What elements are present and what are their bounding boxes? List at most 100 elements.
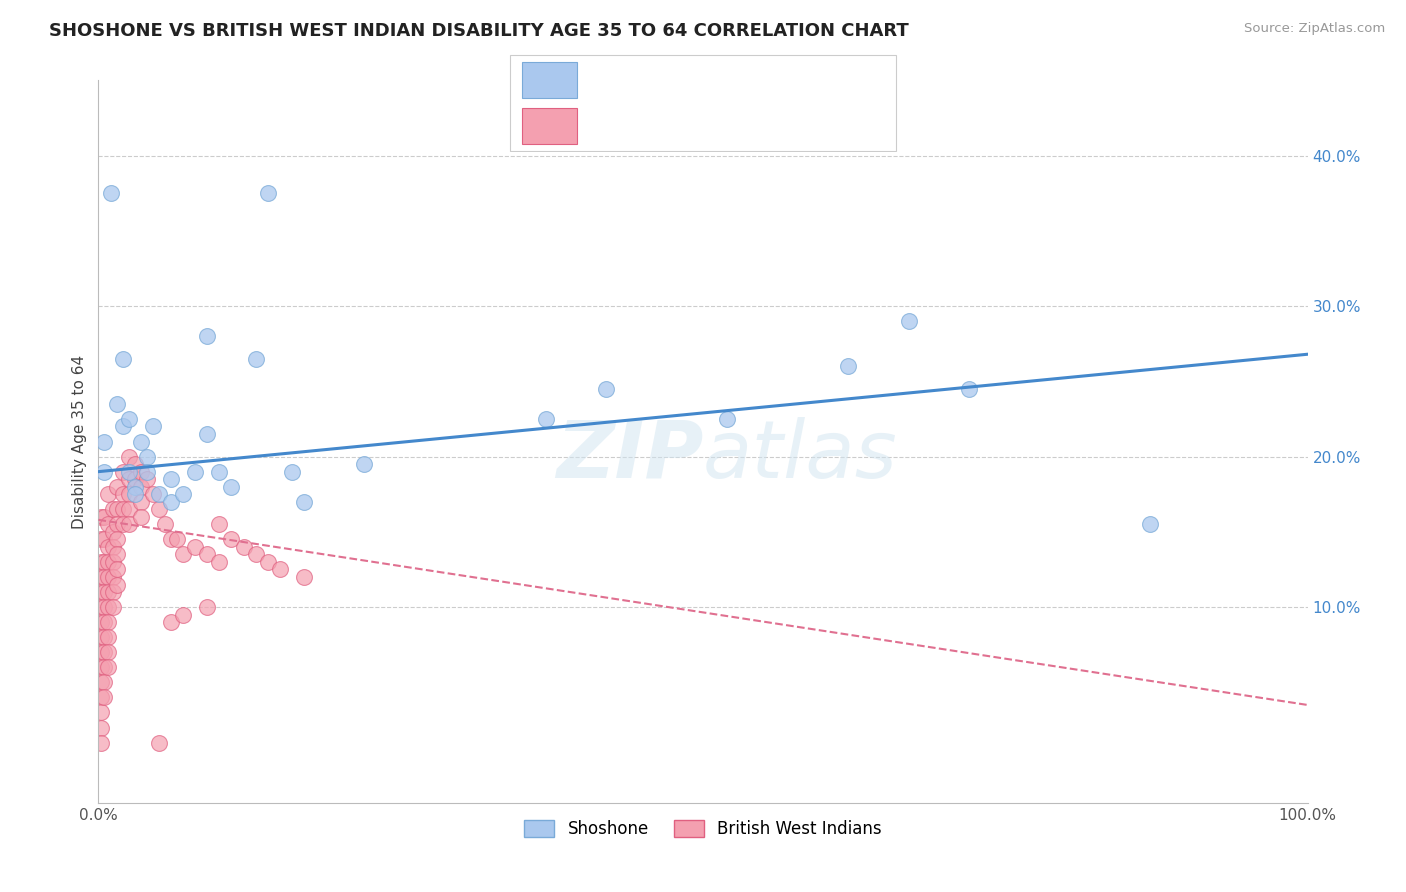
Y-axis label: Disability Age 35 to 64: Disability Age 35 to 64 — [72, 354, 87, 529]
FancyBboxPatch shape — [522, 62, 576, 98]
Point — [90, 630, 112, 644]
Point — [135, 465, 157, 479]
Point — [93, 434, 115, 449]
Point — [97, 517, 120, 532]
Point — [97, 630, 120, 644]
Point — [101, 570, 124, 584]
Point — [172, 607, 194, 622]
Point — [256, 186, 278, 201]
Point — [221, 480, 243, 494]
Point — [101, 600, 124, 615]
Point — [97, 570, 120, 584]
Point — [105, 480, 128, 494]
Point — [105, 517, 128, 532]
Point — [97, 487, 120, 501]
Point — [292, 570, 315, 584]
Point — [105, 562, 128, 576]
Point — [97, 615, 120, 630]
Point — [100, 186, 122, 201]
Point — [93, 630, 115, 644]
Text: Source: ZipAtlas.com: Source: ZipAtlas.com — [1244, 22, 1385, 36]
Point — [135, 472, 157, 486]
Point — [353, 457, 375, 471]
Point — [118, 487, 141, 501]
Point — [90, 570, 112, 584]
Point — [184, 465, 207, 479]
Point — [221, 533, 243, 547]
Point — [129, 465, 152, 479]
Point — [195, 600, 218, 615]
Point — [97, 585, 120, 599]
Point — [124, 457, 146, 471]
Point — [142, 419, 165, 434]
Point — [148, 487, 170, 501]
Point — [90, 509, 112, 524]
Point — [160, 615, 183, 630]
Point — [124, 487, 146, 501]
Point — [232, 540, 254, 554]
Point — [97, 540, 120, 554]
Point — [195, 548, 218, 562]
FancyBboxPatch shape — [522, 109, 576, 144]
Point — [111, 487, 134, 501]
Point — [90, 585, 112, 599]
Point — [101, 524, 124, 539]
Point — [160, 472, 183, 486]
Point — [118, 465, 141, 479]
Point — [245, 548, 267, 562]
Point — [93, 615, 115, 630]
Point — [118, 517, 141, 532]
Point — [160, 533, 183, 547]
Point — [90, 721, 112, 735]
Point — [534, 412, 557, 426]
Point — [118, 412, 141, 426]
Point — [90, 533, 112, 547]
Text: atlas: atlas — [703, 417, 898, 495]
Point — [93, 465, 115, 479]
Point — [118, 502, 141, 516]
Point — [90, 675, 112, 690]
Point — [90, 735, 112, 749]
Point — [90, 600, 112, 615]
Point — [208, 555, 231, 569]
Point — [897, 314, 920, 328]
Point — [166, 533, 188, 547]
Point — [90, 555, 112, 569]
Point — [195, 329, 218, 343]
Point — [172, 548, 194, 562]
Point — [118, 472, 141, 486]
Point — [90, 706, 112, 720]
Point — [93, 600, 115, 615]
Point — [93, 645, 115, 659]
Point — [111, 351, 134, 366]
Point — [124, 472, 146, 486]
Point — [716, 412, 738, 426]
Point — [129, 434, 152, 449]
Point — [172, 487, 194, 501]
Point — [105, 577, 128, 591]
Point — [101, 585, 124, 599]
Point — [129, 494, 152, 508]
Legend: Shoshone, British West Indians: Shoshone, British West Indians — [517, 814, 889, 845]
Point — [93, 555, 115, 569]
Text: N = 91: N = 91 — [782, 119, 838, 134]
Text: SHOSHONE VS BRITISH WEST INDIAN DISABILITY AGE 35 TO 64 CORRELATION CHART: SHOSHONE VS BRITISH WEST INDIAN DISABILI… — [49, 22, 908, 40]
Point — [101, 540, 124, 554]
Point — [129, 480, 152, 494]
Point — [111, 502, 134, 516]
Point — [97, 600, 120, 615]
Point — [101, 555, 124, 569]
Point — [90, 660, 112, 674]
Point — [101, 502, 124, 516]
Point — [153, 517, 176, 532]
Point — [208, 517, 231, 532]
Point — [93, 690, 115, 705]
Point — [129, 509, 152, 524]
Point — [269, 562, 291, 576]
Point — [93, 533, 115, 547]
Point — [105, 397, 128, 411]
Point — [93, 570, 115, 584]
Point — [208, 465, 231, 479]
FancyBboxPatch shape — [510, 54, 896, 151]
Point — [105, 502, 128, 516]
